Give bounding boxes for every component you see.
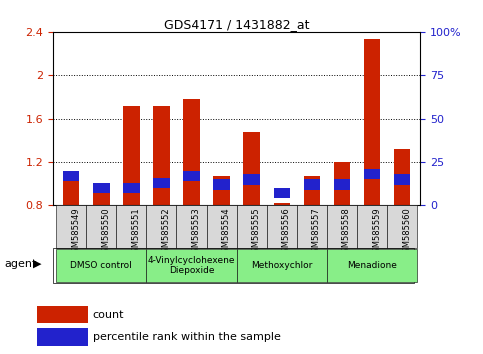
Text: DMSO control: DMSO control <box>71 261 132 270</box>
Bar <box>364 39 380 205</box>
Bar <box>63 176 80 205</box>
Text: GSM585549: GSM585549 <box>71 207 80 258</box>
FancyBboxPatch shape <box>387 205 417 248</box>
Bar <box>334 162 350 205</box>
Text: GSM585555: GSM585555 <box>252 207 261 258</box>
Text: GSM585559: GSM585559 <box>372 207 381 258</box>
Bar <box>123 105 140 205</box>
Title: GDS4171 / 1431882_at: GDS4171 / 1431882_at <box>164 18 310 31</box>
Bar <box>364 169 380 179</box>
Bar <box>93 183 110 193</box>
Bar <box>243 132 260 205</box>
FancyBboxPatch shape <box>56 205 86 248</box>
Text: GSM585554: GSM585554 <box>222 207 230 258</box>
Text: GSM585550: GSM585550 <box>101 207 110 258</box>
Text: 4-Vinylcyclohexene
Diepoxide: 4-Vinylcyclohexene Diepoxide <box>148 256 235 275</box>
Bar <box>394 149 411 205</box>
Bar <box>304 176 320 205</box>
FancyBboxPatch shape <box>297 205 327 248</box>
FancyBboxPatch shape <box>176 205 207 248</box>
Text: count: count <box>93 310 124 320</box>
Text: Menadione: Menadione <box>347 261 397 270</box>
FancyBboxPatch shape <box>237 249 327 282</box>
FancyBboxPatch shape <box>267 205 297 248</box>
Bar <box>394 174 411 184</box>
Bar <box>38 306 88 323</box>
Text: GSM585551: GSM585551 <box>131 207 141 258</box>
Bar <box>304 179 320 190</box>
FancyBboxPatch shape <box>327 205 357 248</box>
Bar <box>213 176 230 205</box>
Bar <box>93 191 110 205</box>
Text: GSM585560: GSM585560 <box>402 207 411 258</box>
FancyBboxPatch shape <box>357 205 387 248</box>
Bar <box>213 179 230 190</box>
Bar <box>123 183 140 193</box>
Bar <box>273 203 290 205</box>
Bar <box>183 171 200 181</box>
FancyBboxPatch shape <box>56 249 146 282</box>
Bar <box>273 188 290 198</box>
Text: agent: agent <box>5 259 37 269</box>
Text: GSM585556: GSM585556 <box>282 207 291 258</box>
Text: percentile rank within the sample: percentile rank within the sample <box>93 332 281 342</box>
Bar <box>153 105 170 205</box>
Bar <box>38 328 88 346</box>
Text: GSM585552: GSM585552 <box>161 207 170 258</box>
Text: GSM585553: GSM585553 <box>192 207 200 258</box>
FancyBboxPatch shape <box>86 205 116 248</box>
FancyBboxPatch shape <box>327 249 417 282</box>
Text: Methoxychlor: Methoxychlor <box>251 261 313 270</box>
Text: ▶: ▶ <box>33 259 42 269</box>
Bar <box>63 171 80 181</box>
FancyBboxPatch shape <box>146 249 237 282</box>
Bar <box>153 178 170 188</box>
Bar <box>334 179 350 190</box>
Bar <box>243 174 260 184</box>
FancyBboxPatch shape <box>237 205 267 248</box>
FancyBboxPatch shape <box>116 205 146 248</box>
Text: GSM585558: GSM585558 <box>342 207 351 258</box>
FancyBboxPatch shape <box>146 205 176 248</box>
Text: GSM585557: GSM585557 <box>312 207 321 258</box>
FancyBboxPatch shape <box>207 205 237 248</box>
Bar <box>183 99 200 205</box>
